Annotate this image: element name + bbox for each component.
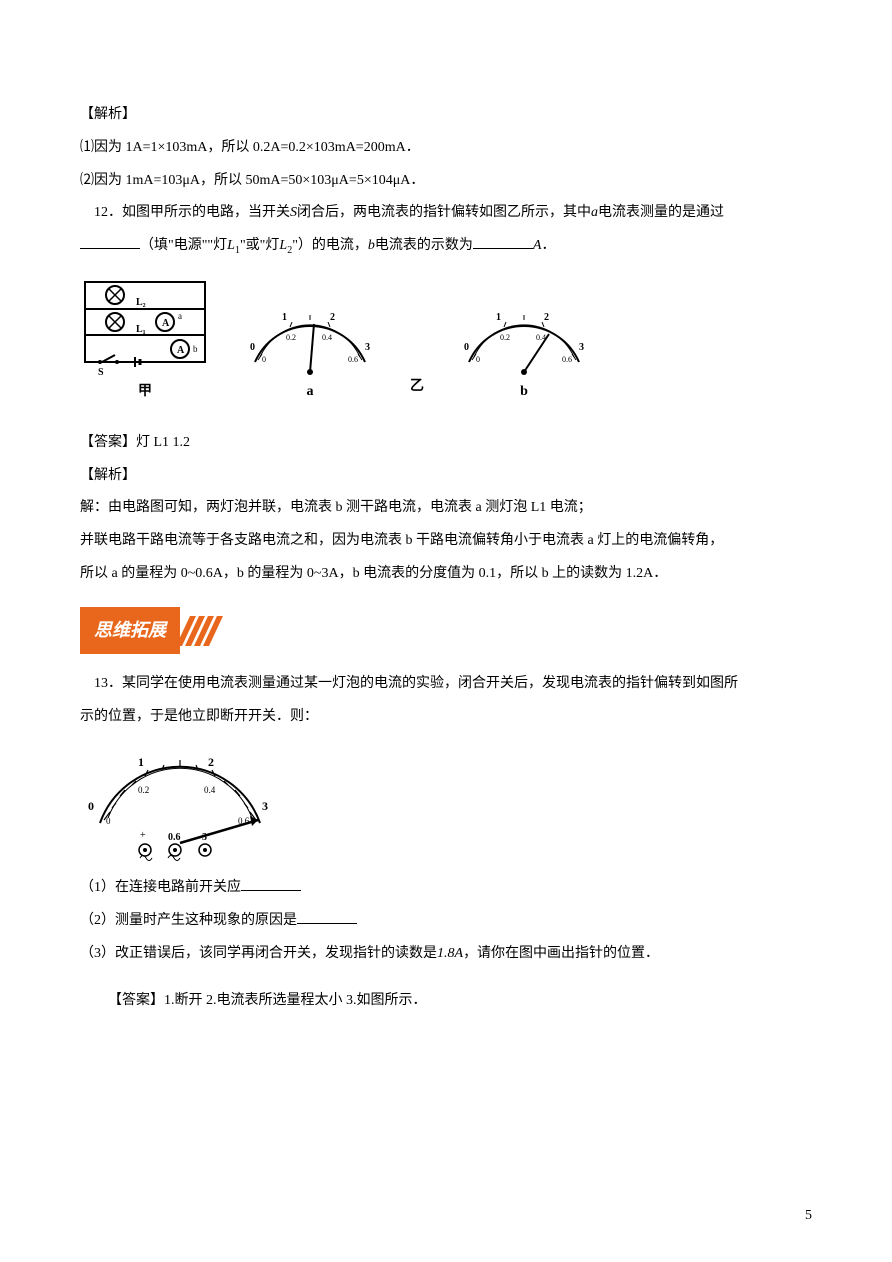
svg-text:0: 0 [88,799,94,813]
svg-text:0: 0 [476,355,480,364]
ammeter-b: 0 1 2 3 0 0.2 0.4 0.6 b [454,292,594,408]
q13-sub2: （2）测量时产生这种现象的原因是 [80,906,812,937]
svg-text:0.2: 0.2 [286,333,296,342]
label-b: b [193,344,198,354]
analysis-line-2: ⑵因为 1mA=103μA，所以 50mA=50×103μA=5×104μA． [80,166,812,197]
svg-text:0.2: 0.2 [500,333,510,342]
svg-text:2: 2 [544,312,549,323]
ammeter-q13: 0 1 2 3 0 0.2 0.4 0.6 + 0.6 3 [80,738,280,868]
q12-dot: ． [541,238,555,253]
label-a: a [178,311,182,321]
svg-text:0.6: 0.6 [168,832,181,843]
label-yi: 乙 [410,372,424,403]
fill-blank [241,877,301,891]
q12-text: "）的电流， [292,238,368,253]
svg-text:0.6: 0.6 [348,355,358,364]
svg-text:0.6: 0.6 [562,355,572,364]
svg-text:1: 1 [282,312,287,323]
label-meter-b: A [177,345,185,356]
analysis-12-line3: 所以 a 的量程为 0~0.6A，b 的量程为 0~3A，b 电流表的分度值为 … [80,559,812,590]
q12-text: "或"灯 [240,238,279,253]
svg-text:0: 0 [250,342,255,353]
analysis-line-1: ⑴因为 1A=1×103mA，所以 0.2A=0.2×103mA=200mA． [80,133,812,164]
svg-text:1: 1 [138,755,144,769]
q12-text: 电流表的示数为 [375,238,473,253]
q13-sub3: （3）改正错误后，该同学再闭合开关，发现指针的读数是1.8A，请你在图中画出指针… [80,939,812,970]
svg-text:1: 1 [496,312,501,323]
answer-13: 【答案】1.断开 2.电流表所选量程太小 3.如图所示． [80,986,812,1017]
question-12: 12．如图甲所示的电路，当开关S闭合后，两电流表的指针偏转如图乙所示，其中a电流… [80,198,812,229]
analysis-12-line1: 解：由电路图可知，两灯泡并联，电流表 b 测干路电流，电流表 a 测灯泡 L1 … [80,493,812,524]
circuit-diagram: L₂ L₁ A a A b S 甲 [80,272,210,408]
fill-blank [80,235,140,249]
q13-sub3-text-a: （3）改正错误后，该同学再闭合开关，发现指针的读数是 [80,946,437,961]
q12-s: S [290,205,297,220]
q12-text: 电流表测量的是通过 [598,205,724,220]
label-l1: L₁ [136,324,146,335]
svg-text:2: 2 [330,312,335,323]
page-number: 5 [805,1201,812,1232]
svg-text:0: 0 [106,816,111,826]
q13-value: 1.8A [437,946,463,961]
q13-sub3-text-b: ，请你在图中画出指针的位置． [463,946,659,961]
analysis-12-line2: 并联电路干路电流等于各支路电流之和，因为电流表 b 干路电流偏转角小于电流表 a… [80,526,812,557]
svg-text:0: 0 [464,342,469,353]
question-12-line2: （填"电源""灯L1"或"灯L2"）的电流，b电流表的示数为A． [80,231,812,262]
q12-text: （填"电源""灯 [140,238,227,253]
svg-text:0.4: 0.4 [204,785,216,795]
question-13-line1: 13．某同学在使用电流表测量通过某一灯泡的电流的实验，闭合开关后，发现电流表的指… [80,669,812,700]
banner-text: 思维拓展 [80,607,180,655]
q13-sub1-text: （1）在连接电路前开关应 [80,880,241,895]
answer-12: 【答案】灯 L1 1.2 [80,428,812,459]
label-l2: L₂ [136,297,146,308]
section-banner: 思维拓展 [80,607,216,655]
svg-text:0: 0 [262,355,266,364]
svg-text:2: 2 [208,755,214,769]
analysis-header: 【解析】 [80,100,812,131]
q13-sub1: （1）在连接电路前开关应 [80,873,812,904]
question-13-line2: 示的位置，于是他立即断开开关．则： [80,702,812,733]
q13-sub2-text: （2）测量时产生这种现象的原因是 [80,913,297,928]
q12-l1: L [227,238,235,253]
banner-stripes-icon [180,616,216,646]
svg-text:3: 3 [579,342,584,353]
q12-text: 闭合后，两电流表的指针偏转如图乙所示，其中 [297,205,591,220]
q12-b: b [368,238,375,253]
diagram-row-q12: L₂ L₁ A a A b S 甲 [80,272,812,408]
svg-text:+: + [140,830,146,841]
q12-a: a [591,205,598,220]
svg-text:3: 3 [262,799,268,813]
ammeter-a: 0 1 2 3 0 0.2 0.4 0.6 a [240,292,380,408]
fill-blank [473,235,533,249]
q12-text: 12．如图甲所示的电路，当开关 [94,205,290,220]
label-s: S [98,367,104,378]
svg-text:0.2: 0.2 [138,785,149,795]
svg-text:0.4: 0.4 [322,333,332,342]
analysis-12-header: 【解析】 [80,461,812,492]
svg-text:3: 3 [365,342,370,353]
label-meter-a: A [162,318,170,329]
fill-blank [297,910,357,924]
